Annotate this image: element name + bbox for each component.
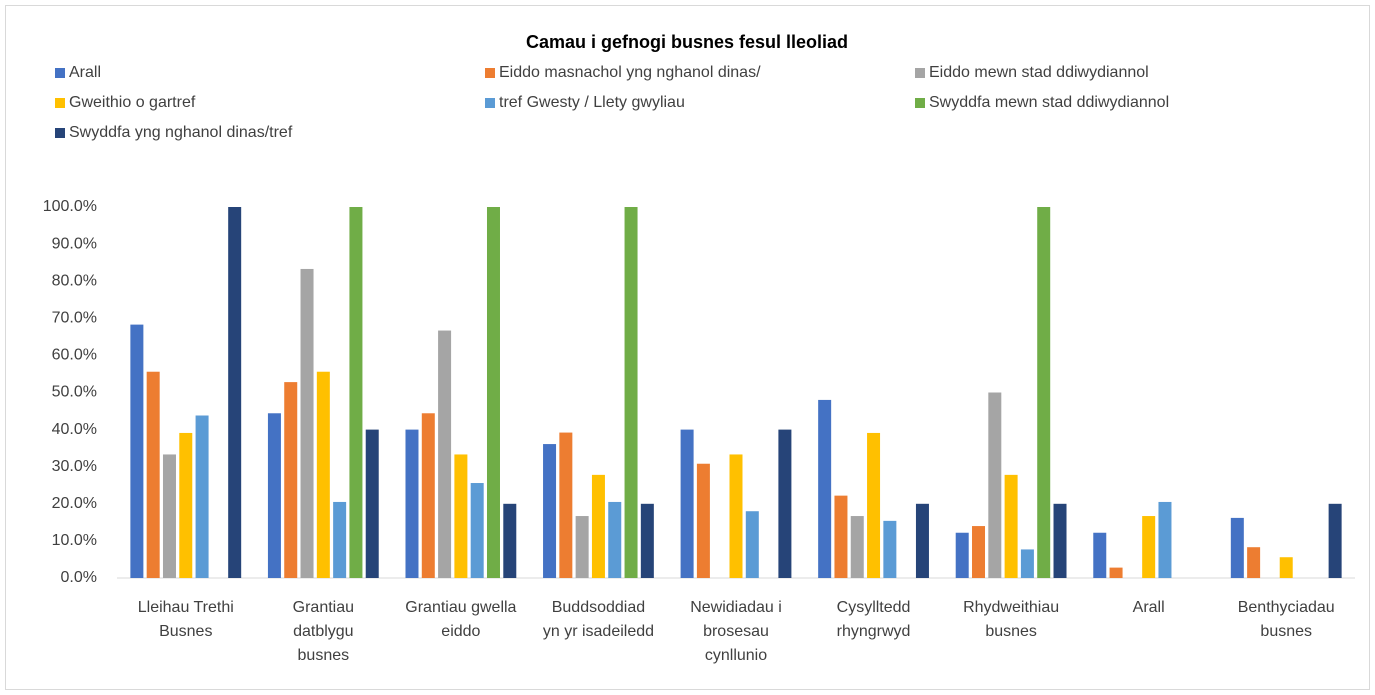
- legend-label: Swyddfa mewn stad ddiwydiannol: [929, 94, 1169, 111]
- bar: [696, 463, 710, 578]
- legend-swatch: [485, 68, 495, 78]
- bar: [228, 207, 242, 578]
- bar: [179, 432, 193, 578]
- x-tick-label: Cysylltedd rhyngrwyd: [836, 599, 911, 640]
- legend-swatch: [55, 128, 65, 138]
- bar: [1142, 516, 1156, 578]
- x-tick-label: Grantiau gwella eiddo: [405, 599, 517, 640]
- bar: [405, 429, 419, 578]
- bar: [1279, 557, 1293, 578]
- y-tick-label: 0.0%: [61, 569, 97, 586]
- bar: [438, 330, 452, 578]
- bar: [284, 382, 298, 578]
- legend-swatch: [915, 68, 925, 78]
- bar: [300, 268, 314, 578]
- legend-swatch: [55, 98, 65, 108]
- bar: [575, 516, 589, 578]
- x-tick-label: Lleihau Trethi Busnes: [137, 599, 234, 640]
- legend-label: tref Gwesty / Llety gwyliau: [499, 94, 685, 111]
- bar: [850, 516, 864, 578]
- bar: [608, 501, 622, 578]
- bar: [591, 474, 605, 578]
- bar: [543, 444, 557, 578]
- bar: [1247, 547, 1261, 578]
- y-tick-label: 30.0%: [52, 458, 97, 475]
- bar: [680, 429, 694, 578]
- legend-label: Gweithio o gartref: [69, 94, 196, 111]
- y-tick-label: 80.0%: [52, 272, 97, 289]
- bar: [130, 324, 144, 578]
- y-tick-label: 90.0%: [52, 235, 97, 252]
- bar: [1093, 532, 1107, 578]
- bar: [915, 503, 929, 578]
- x-tick-label: Buddsoddiad yn yr isadeiledd: [542, 599, 655, 640]
- x-tick-label: Newidiadau i brosesau cynllunio: [690, 599, 782, 664]
- bar: [1158, 501, 1172, 578]
- chart-title: Camau i gefnogi busnes fesul lleoliad: [526, 32, 848, 52]
- legend-swatch: [55, 68, 65, 78]
- bar: [955, 532, 969, 578]
- x-tick-label: Arall: [1132, 599, 1165, 616]
- bar: [883, 520, 897, 578]
- legend-swatch: [915, 98, 925, 108]
- bar: [454, 454, 468, 578]
- bar: [867, 432, 881, 578]
- y-tick-label: 70.0%: [52, 310, 97, 327]
- y-tick-label: 10.0%: [52, 532, 97, 549]
- bar: [729, 454, 743, 578]
- bar: [486, 207, 500, 578]
- bar: [267, 413, 281, 578]
- bar: [162, 454, 176, 578]
- bar: [834, 495, 848, 578]
- y-tick-label: 20.0%: [52, 495, 97, 512]
- bar: [195, 415, 209, 578]
- legend-label: Arall: [69, 64, 101, 81]
- x-tick-label: Benthyciadau busnes: [1237, 599, 1335, 640]
- bar: [778, 429, 792, 578]
- legend-label: Eiddo mewn stad ddiwydiannol: [929, 64, 1149, 81]
- bar: [146, 371, 160, 578]
- x-tick-label: Grantiau datblygu busnes: [292, 599, 355, 664]
- bar: [745, 511, 759, 578]
- bar: [333, 501, 347, 578]
- y-tick-label: 60.0%: [52, 347, 97, 364]
- bar: [349, 207, 363, 578]
- bar: [421, 413, 435, 578]
- bar: [470, 483, 484, 578]
- bar: [988, 392, 1002, 578]
- bar: [640, 503, 654, 578]
- y-tick-label: 100.0%: [43, 198, 97, 215]
- legend-label: Swyddfa yng nghanol dinas/tref: [69, 124, 293, 141]
- bar: [624, 207, 638, 578]
- bar: [972, 526, 986, 578]
- bar: [365, 429, 379, 578]
- bar: [1109, 567, 1123, 578]
- bar: [316, 371, 330, 578]
- legend-swatch: [485, 98, 495, 108]
- bar: [1230, 517, 1244, 578]
- bar: [818, 399, 832, 578]
- bar: [1020, 549, 1034, 578]
- bar: [1004, 474, 1018, 578]
- x-tick-label: Rhydweithiau busnes: [963, 599, 1060, 640]
- bar: [503, 503, 517, 578]
- y-tick-label: 40.0%: [52, 421, 97, 438]
- legend-label: Eiddo masnachol yng nghanol dinas/: [499, 64, 761, 81]
- bar: [1053, 503, 1067, 578]
- bar: [559, 432, 573, 578]
- bar: [1037, 207, 1051, 578]
- bar: [1328, 503, 1342, 578]
- y-tick-label: 50.0%: [52, 384, 97, 401]
